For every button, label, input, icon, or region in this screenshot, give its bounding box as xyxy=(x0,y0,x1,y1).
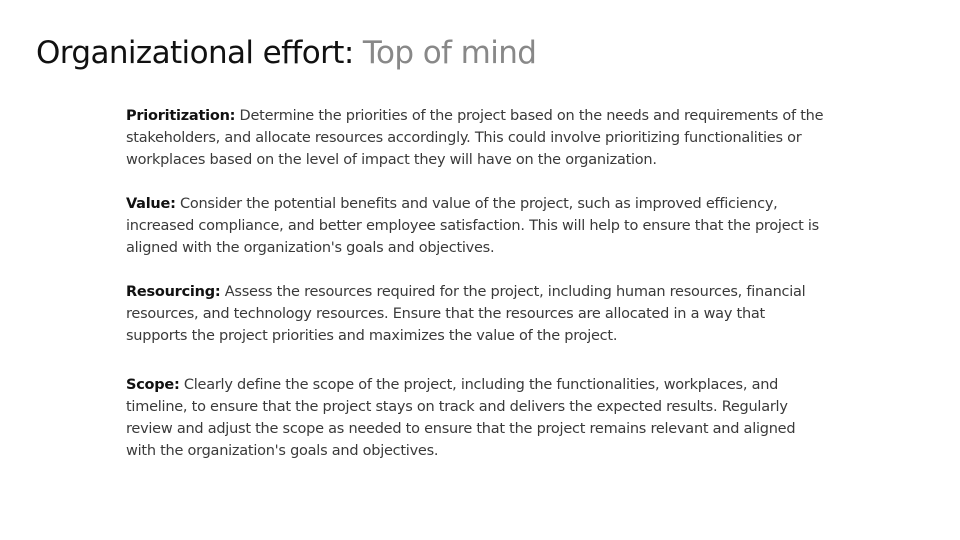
prioritization-paragraph: Prioritization: Determine the priorities… xyxy=(126,105,826,171)
value-term: Value: xyxy=(126,196,176,212)
prioritization-text: Determine the priorities of the project … xyxy=(126,108,824,168)
resourcing-term: Resourcing: xyxy=(126,284,221,300)
scope-text: Clearly define the scope of the project,… xyxy=(126,377,796,459)
slide-title-accent: Top of mind xyxy=(362,35,537,71)
slide-title: Organizational effort: Top of mind xyxy=(36,33,537,73)
slide-title-main: Organizational effort: xyxy=(36,35,363,71)
value-paragraph: Value: Consider the potential benefits a… xyxy=(126,193,826,259)
content-body: Prioritization: Determine the priorities… xyxy=(126,105,826,462)
scope-term: Scope: xyxy=(126,377,180,393)
resourcing-text: Assess the resources required for the pr… xyxy=(126,284,806,344)
prioritization-term: Prioritization: xyxy=(126,108,236,124)
scope-paragraph: Scope: Clearly define the scope of the p… xyxy=(126,374,826,462)
resourcing-paragraph: Resourcing: Assess the resources require… xyxy=(126,281,826,347)
value-text: Consider the potential benefits and valu… xyxy=(126,196,819,256)
